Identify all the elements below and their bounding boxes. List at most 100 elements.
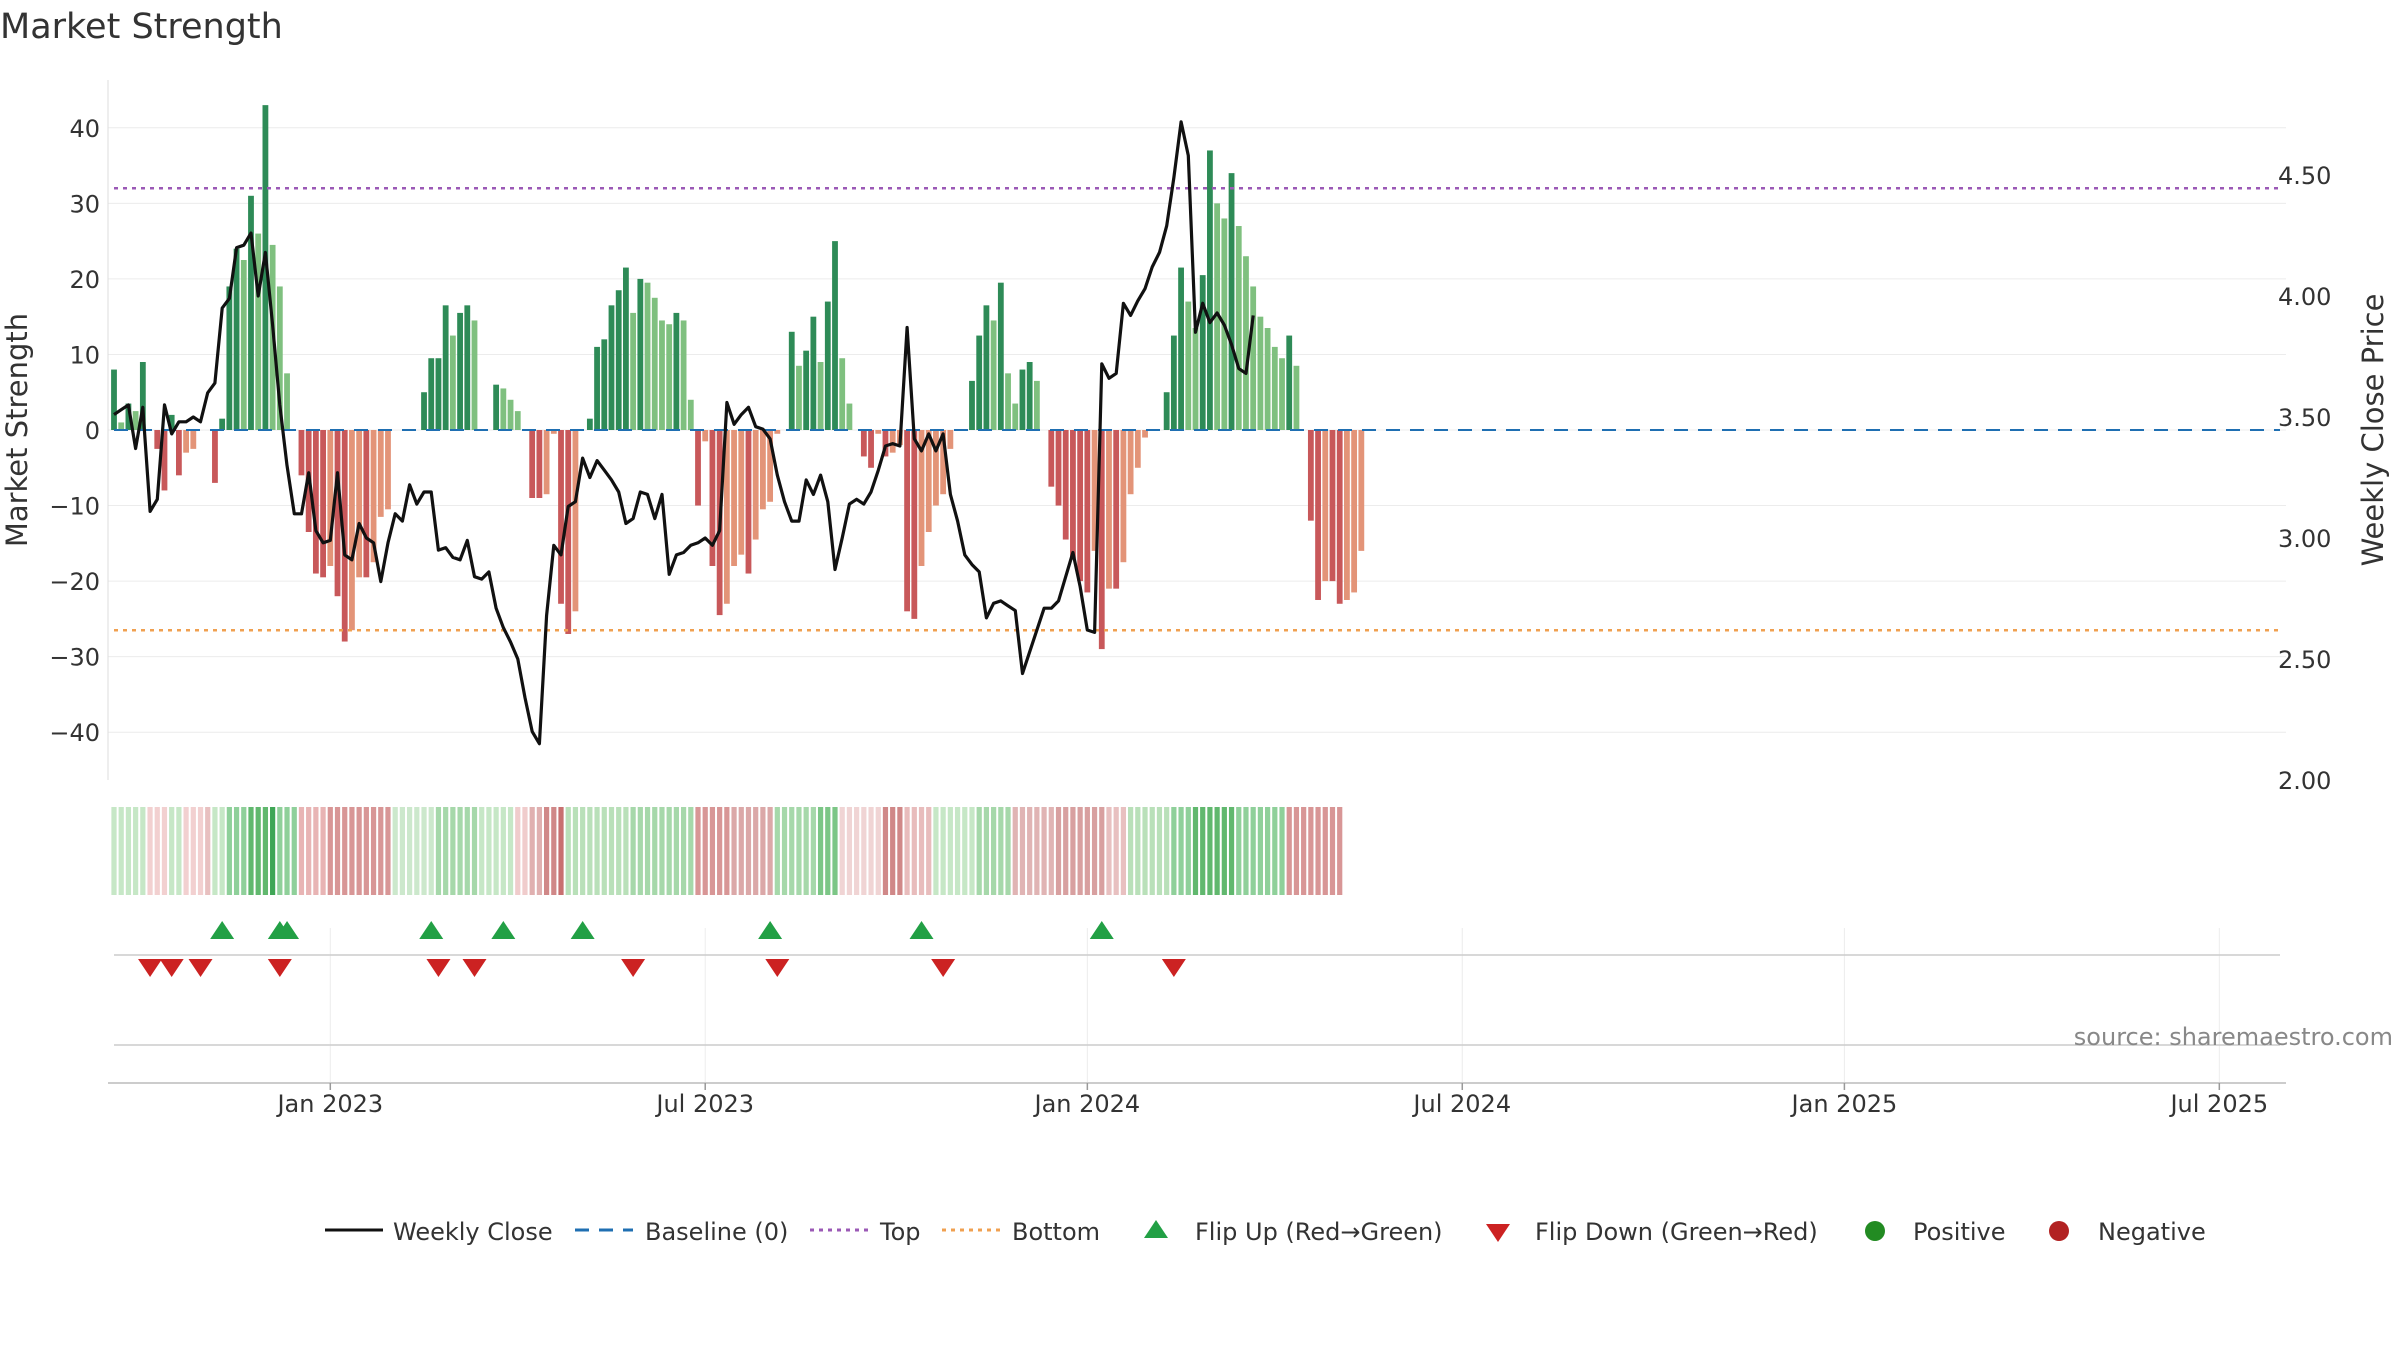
heat-cell [717,807,723,895]
strength-bar [983,305,990,430]
heat-cell [702,807,708,895]
heat-cell [1055,807,1062,895]
heat-cell [111,807,117,895]
strength-bar [1250,286,1257,430]
strength-bar [449,335,456,430]
strength-bar [1336,430,1343,604]
heat-cell [1063,807,1069,895]
heat-cell [435,807,442,895]
heat-cell [306,807,312,895]
heat-cell [825,807,831,895]
strength-bar [1127,430,1134,495]
y-tick-label: −20 [49,568,100,596]
strength-bar [255,233,262,430]
strength-bar [911,430,918,619]
strength-bar [644,282,651,430]
heat-cell [558,807,564,895]
strength-bar [1214,203,1221,430]
strength-bar [659,320,665,430]
heat-cell [233,807,240,895]
heat-cell [176,807,182,895]
y-axis-label: Market Strength [0,313,34,547]
strength-bar [1070,430,1076,559]
strength-bar [1163,392,1170,430]
strength-bar [125,403,132,430]
strength-bar [1351,430,1358,593]
heat-cell [421,807,427,895]
strength-bar [1142,430,1148,438]
heat-cell [882,807,889,895]
strength-bar [1098,430,1105,650]
flip-up-marker [909,921,934,939]
heat-cell [1185,807,1191,895]
heat-cell [580,807,586,895]
x-tick-label: Jul 2025 [2168,1090,2268,1118]
heat-cell [515,807,521,895]
strength-bar [493,384,500,430]
heat-cell [976,807,982,895]
strength-bar [796,365,802,430]
heat-cell [983,807,990,895]
y2-tick-label: 2.00 [2278,767,2331,795]
reference-lines [114,186,2280,632]
flip-down-marker [138,959,163,977]
heat-cell [1264,807,1271,895]
heat-cell [493,807,499,895]
heat-cell [1128,807,1134,895]
strength-bar [875,430,882,434]
heat-cell [781,807,788,895]
heat-cell [255,807,261,895]
strength-bar [868,430,874,468]
heat-cell [291,807,297,895]
x-tick-label: Jan 2023 [275,1090,383,1118]
heat-cell [587,807,593,895]
heat-cell [1228,807,1235,895]
strength-bar [1026,362,1033,430]
y2-tick-label: 4.00 [2278,283,2331,311]
y-ticks: 40 30 20 10 0 −10 −20 −30 −40 [49,115,100,747]
x-tick-label: Jul 2023 [654,1090,754,1118]
heat-cell [270,807,276,895]
weekly-close-line [113,120,1255,746]
strength-bar [709,430,716,566]
heat-cell [1149,807,1155,895]
flip-down-marker [1161,959,1186,977]
strength-bar [1315,430,1321,600]
strength-bar [284,373,290,430]
strength-bar [673,312,680,430]
heat-cell [363,807,369,895]
x-ticks: Jan 2023 Jul 2023 Jan 2024 Jul 2024 Jan 2025… [275,1083,2268,1118]
strength-bar [1322,430,1329,582]
strength-bar [752,430,759,540]
strength-bar [760,430,766,510]
strength-bar [334,430,341,597]
x-tick-label: Jan 2025 [1790,1090,1898,1118]
heat-cell [1099,807,1105,895]
grid [108,127,2286,1083]
heat-cell [1279,807,1285,895]
heat-cell [407,807,413,895]
heat-cell [1221,807,1227,895]
source-credit: source: sharemaestro.com [2074,1023,2393,1051]
heat-cell [832,807,838,895]
heat-cell [356,807,362,895]
strength-bar [918,430,925,566]
weekly-close-series [113,120,1255,746]
strength-bar [1048,430,1055,487]
heat-cell [529,807,535,895]
x-tick-label: Jan 2024 [1032,1090,1140,1118]
heat-cell [652,807,658,895]
strength-bar [1033,380,1040,430]
flip-up-marker [758,921,783,939]
heat-cell [551,807,557,895]
strength-bar [615,290,622,430]
heat-cell [926,807,932,895]
heat-cell [457,807,463,895]
strength-bar [139,362,146,430]
heat-cell [789,807,795,895]
heat-cell [1012,807,1018,895]
legend-flip-up: Flip Up (Red→Green) [1195,1218,1443,1246]
strength-bar [723,430,730,604]
strength-bar [839,358,846,430]
strength-bar [860,430,867,457]
